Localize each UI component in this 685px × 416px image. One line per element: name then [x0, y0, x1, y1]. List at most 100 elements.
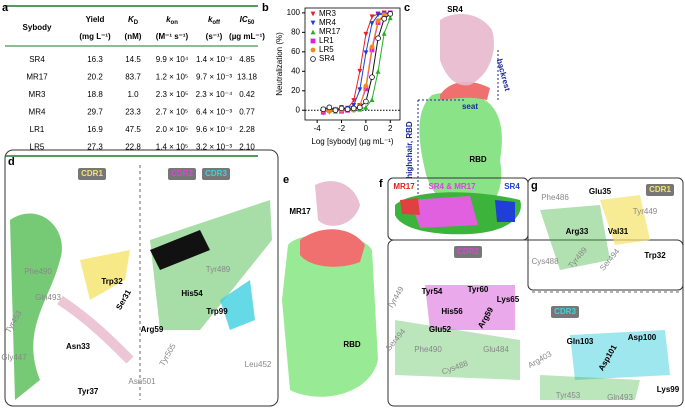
residue-label: Trp32	[101, 277, 123, 286]
cdr-chip	[646, 184, 674, 196]
cdr-label: CDR2	[457, 247, 479, 256]
table-cell: 20.2	[87, 73, 103, 82]
table-cell: MR4	[29, 108, 46, 117]
header-symbol: K	[128, 15, 135, 24]
data-point	[363, 31, 369, 37]
residue-label: Asn501	[128, 377, 156, 386]
structure-label: seat	[462, 102, 478, 111]
data-point	[381, 30, 387, 36]
structure-label: MR17	[393, 182, 415, 191]
data-point	[387, 11, 394, 17]
table-cell: 9.9 × 10⁴	[156, 55, 189, 64]
table-cell: LR1	[30, 125, 45, 134]
table-cell: 1.2 × 10⁵	[156, 73, 188, 82]
table-cell: SR4	[29, 55, 45, 64]
table-cell: MR3	[29, 90, 46, 99]
residue-label: Glu484	[483, 345, 509, 354]
table-cell: 2.10	[239, 143, 255, 152]
column-unit: (mg L⁻¹)	[79, 32, 111, 41]
column-header: koff	[208, 15, 221, 25]
structure-label: SR4	[447, 5, 463, 14]
residue-label: Glu35	[589, 187, 612, 196]
legend-label: LR5	[319, 45, 334, 54]
data-point	[381, 15, 387, 22]
table-cell: 23.3	[125, 108, 141, 117]
legend-label: LR1	[319, 36, 334, 45]
column-unit: (M⁻¹ s⁻¹)	[156, 32, 189, 41]
table-cell: 83.7	[125, 73, 141, 82]
cdr-label: CDR3	[205, 169, 227, 178]
residue-label: Leu452	[245, 360, 272, 369]
table-cell: 1.4 × 10⁻³	[196, 55, 232, 64]
residue-label: Tyr453	[556, 391, 581, 400]
panel-label: d	[8, 156, 15, 168]
data-point	[381, 12, 387, 18]
header-symbol: IC	[240, 15, 248, 24]
structure-label: SR4	[504, 182, 520, 191]
residue-label: Tyr505	[158, 341, 178, 367]
table-cell: 0.77	[239, 108, 255, 117]
table-cell: 2.28	[239, 125, 255, 134]
table-cell: 0.42	[239, 90, 255, 99]
column-header: IC50	[240, 15, 255, 25]
data-point	[344, 106, 351, 113]
y-tick-label: 100	[287, 8, 301, 17]
table-cell: 2.3 × 10⁻⁴	[196, 90, 233, 99]
column-unit: (nM)	[125, 32, 142, 41]
column-header: KD	[128, 15, 139, 25]
header-subscript: off	[212, 20, 221, 26]
data-point	[375, 35, 381, 41]
residue-label: Asp100	[628, 333, 657, 342]
residue-label: Tyr60	[468, 285, 489, 294]
panel-label: e	[283, 174, 289, 186]
cdr-chip	[202, 168, 230, 180]
cdr-chip	[551, 306, 579, 318]
data-point	[351, 102, 357, 108]
structure-label: highchair, RBD	[405, 121, 414, 179]
y-tick-label: 60	[291, 47, 300, 56]
cdr-chip	[168, 168, 196, 180]
y-axis-title: Neutralization (%)	[275, 32, 284, 96]
x-tick-label: 0	[364, 124, 369, 133]
residue-label: Phe490	[414, 345, 442, 354]
column-header: Sybody	[23, 23, 52, 32]
residue-label: Gln103	[567, 337, 594, 346]
header-symbol: k	[166, 15, 171, 24]
legend-marker	[310, 47, 316, 53]
cdr-label: CDR1	[649, 185, 671, 194]
table-cell: 18.8	[87, 90, 103, 99]
table-cell: 9.7 × 10⁻³	[196, 73, 232, 82]
residue-label: Arg403	[526, 349, 553, 370]
residue-label: His56	[441, 307, 463, 316]
data-point	[363, 83, 369, 89]
table-cell: 2.0 × 10⁵	[156, 125, 188, 134]
residue-label: Tyr449	[633, 207, 658, 216]
table-cell: 16.9	[87, 125, 103, 134]
y-tick-label: 80	[291, 27, 300, 36]
residue-label: Gln493	[607, 393, 633, 402]
column-unit: (µg mL⁻¹)	[229, 32, 265, 41]
residue-label: Arg33	[566, 227, 589, 236]
cdr-label: CDR2	[171, 169, 193, 178]
legend-label: MR3	[319, 9, 336, 18]
table-cell: 4.85	[239, 55, 255, 64]
table-cell: 9.6 × 10⁻³	[196, 125, 232, 134]
data-point	[320, 106, 327, 113]
y-tick-label: 0	[296, 105, 301, 114]
header-subscript: on	[171, 20, 179, 26]
legend-marker	[310, 56, 316, 62]
panel-label: c	[404, 2, 410, 14]
data-point	[332, 107, 339, 114]
table-cell: 47.5	[125, 125, 141, 134]
table-cell: MR17	[26, 73, 48, 82]
legend-marker	[310, 20, 316, 26]
x-tick-label: 2	[388, 124, 393, 133]
data-point	[326, 104, 333, 111]
data-point	[363, 50, 369, 56]
residue-label: Tyr37	[78, 387, 99, 396]
data-point	[357, 104, 363, 111]
table-cell: 14.5	[125, 55, 141, 64]
residue-label: Asn33	[66, 342, 91, 351]
residue-label: Trp32	[644, 251, 666, 260]
